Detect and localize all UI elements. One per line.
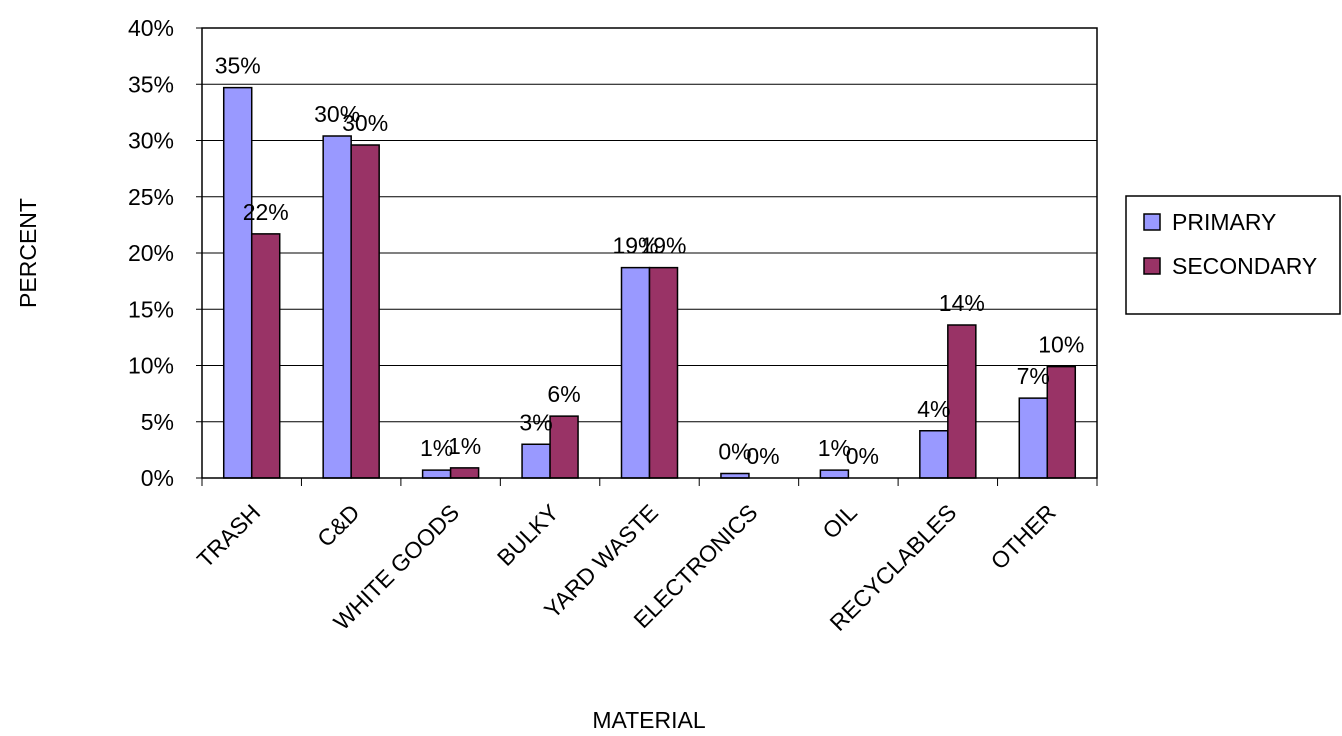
- y-tick-label: 35%: [128, 71, 174, 97]
- data-label-primary: 1%: [818, 435, 851, 461]
- x-tick-label: OTHER: [986, 499, 1061, 574]
- bar-primary: [819, 469, 850, 479]
- data-label-secondary: 0%: [746, 443, 779, 469]
- data-label-secondary: 10%: [1038, 332, 1084, 358]
- x-tick-label: TRASH: [192, 499, 266, 573]
- x-tick-label: BULKY: [492, 499, 564, 571]
- y-tick-label: 15%: [128, 296, 174, 322]
- bar-primary: [521, 443, 551, 479]
- data-label-primary: 4%: [917, 396, 950, 422]
- y-tick-label: 20%: [128, 240, 174, 266]
- bar-secondary: [549, 415, 579, 479]
- y-tick-label: 30%: [128, 128, 174, 154]
- bar-primary: [421, 469, 452, 479]
- bar-primary: [1018, 397, 1049, 479]
- x-axis-ticks: [201, 478, 1098, 486]
- legend-label-secondary: SECONDARY: [1172, 253, 1317, 279]
- y-tick-label: 40%: [128, 15, 174, 41]
- bar-secondary: [947, 324, 977, 479]
- legend-swatch-primary: [1143, 213, 1161, 231]
- x-axis-title: MATERIAL: [592, 707, 706, 733]
- bar-secondary: [449, 467, 480, 479]
- data-label-primary: 3%: [519, 409, 552, 435]
- bar-secondary: [250, 233, 281, 479]
- data-label-primary: 1%: [420, 435, 453, 461]
- bar-primary: [919, 430, 949, 479]
- data-label-secondary: 30%: [342, 110, 388, 136]
- data-labels: 35%30%1%3%19%0% 1%4%7%22%30%1%6%19%0% 0%14…: [215, 53, 1085, 469]
- bar-secondary: [350, 144, 380, 479]
- data-label-secondary: 6%: [547, 381, 580, 407]
- data-label-primary: 35%: [215, 53, 261, 79]
- bar-secondary: [1046, 365, 1077, 479]
- legend: PRIMARY SECONDARY: [1125, 195, 1341, 315]
- y-tick-label: 5%: [141, 409, 174, 435]
- bars: [222, 86, 1077, 479]
- data-label-secondary: 1%: [448, 433, 481, 459]
- bar-secondary: [648, 266, 679, 479]
- data-label-primary: 30%: [314, 101, 360, 127]
- data-label-primary: 19%: [612, 233, 658, 259]
- x-tick-label: OIL: [817, 499, 862, 544]
- data-label-secondary: 19%: [640, 233, 686, 259]
- y-axis-tick-labels: 0% 5% 10% 15% 20% 25% 30% 35% 40%: [128, 15, 202, 491]
- data-label-primary: 0%: [718, 439, 751, 465]
- legend-box: [1125, 195, 1341, 315]
- data-label-secondary: 22%: [243, 199, 289, 225]
- y-tick-label: 25%: [128, 184, 174, 210]
- y-tick-label: 0%: [141, 465, 174, 491]
- data-label-secondary: 14%: [939, 290, 985, 316]
- bar-primary: [222, 86, 253, 479]
- bar-primary: [322, 135, 352, 479]
- legend-label-primary: PRIMARY: [1172, 209, 1276, 235]
- data-label-secondary: 0%: [846, 443, 879, 469]
- y-axis-title: PERCENT: [15, 198, 41, 308]
- data-label-primary: 7%: [1017, 363, 1050, 389]
- y-tick-label: 10%: [128, 353, 174, 379]
- bar-primary: [620, 266, 651, 479]
- legend-swatch-secondary: [1143, 257, 1161, 275]
- x-tick-label: C&D: [312, 499, 365, 552]
